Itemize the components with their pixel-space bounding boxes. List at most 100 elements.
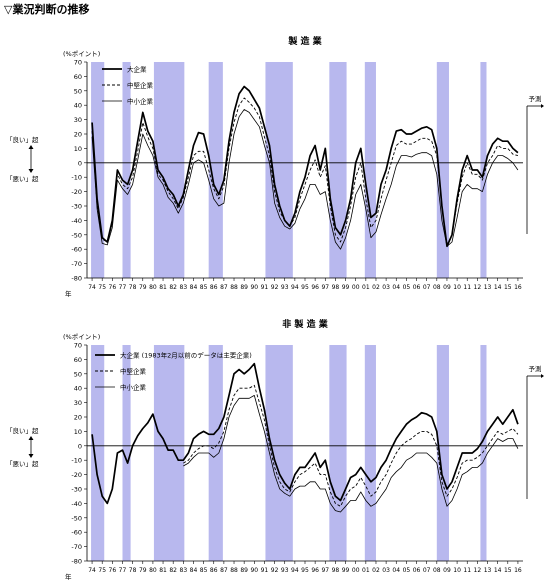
series-line-3 [91,109,519,250]
x-tick-label: 03 [382,567,390,574]
x-tick-label: 07 [423,567,431,574]
y-tick-label: 0 [78,442,82,450]
x-tick-label: 08 [433,284,441,291]
x-tick-label: 10 [453,284,461,291]
x-tick-label: 77 [119,567,127,574]
forecast-arrow-icon [541,104,544,108]
y-tick-label: 40 [74,102,82,110]
x-tick-label: 82 [169,567,177,574]
x-tick-label: 76 [109,284,117,291]
x-tick-label: 80 [149,284,157,291]
y-tick-label: 70 [74,59,82,67]
recession-band [364,62,376,278]
recession-band [208,345,223,561]
x-tick-label: 95 [301,567,309,574]
recession-band [265,345,293,561]
legend-label: 中堅企業 [120,367,147,376]
x-tick-label: 97 [321,567,329,574]
x-tick-label: 94 [291,567,299,574]
x-tick-label: 00 [352,567,360,574]
x-tick-label: 05 [403,567,411,574]
x-tick-label: 77 [119,284,127,291]
x-tick-label: 15 [504,567,512,574]
x-tick-label: 92 [271,284,279,291]
x-tick-label: 07 [423,284,431,291]
non-manufacturing-chart: 70 60 50 40 30 20 10 0 -10 -20 -30 -40 -50 -60 -70 -80 7… [6,318,544,581]
y-tick-label: 30 [74,116,82,124]
y-tick-label: -80 [71,275,82,283]
x-tick-label: 13 [484,284,492,291]
x-tick-label: 85 [200,567,208,574]
x-tick-label: 86 [210,567,218,574]
side-label-good: 「良い」超 [6,426,39,435]
x-unit-label: 年 [65,572,72,581]
x-tick-label: 09 [443,567,451,574]
series-line-2 [183,384,519,507]
x-tick-label: 98 [332,284,340,291]
x-tick-label: 81 [159,567,167,574]
recession-band [208,62,223,278]
recession-band [91,62,105,278]
y-axis-unit: (%ポイント) [63,333,100,341]
y-tick-label: -70 [71,543,82,551]
x-tick-label: 14 [494,284,502,291]
arrow-up-icon [28,436,34,440]
x-tick-label: 90 [250,567,258,574]
y-tick-label: -20 [71,188,82,196]
recession-band [122,345,131,561]
recession-band [91,345,105,561]
x-tick-label: 06 [413,284,421,291]
y-tick-label: -40 [71,217,82,225]
legend-label: 中小企業 [120,383,147,392]
arrow-down-icon [28,169,34,173]
legend-label: 中堅企業 [127,81,154,90]
series-line-1 [91,362,519,505]
x-tick-label: 01 [362,567,370,574]
x-tick-label: 78 [129,284,137,291]
recession-band [436,62,449,278]
x-tick-label: 74 [88,284,96,291]
x-tick-label: 93 [281,284,289,291]
x-tick-label: 85 [200,284,208,291]
x-tick-label: 99 [342,284,350,291]
x-tick-label: 79 [139,284,147,291]
legend-label: 中小企業 [127,97,154,106]
x-tick-label: 74 [88,567,96,574]
x-tick-label: 02 [372,284,380,291]
side-label-bad: 「悪い」超 [6,174,39,183]
y-tick-label: -80 [71,558,82,566]
x-tick-label: 94 [291,284,299,291]
y-tick-label: 40 [74,385,82,393]
y-tick-label: 10 [74,145,82,153]
x-tick-label: 15 [504,284,512,291]
y-tick-label: 20 [74,131,82,139]
x-tick-label: 80 [149,567,157,574]
page-title: ▽業況判断の推移 [4,3,90,16]
y-tick-label: 60 [74,356,82,364]
x-tick-label: 04 [392,567,400,574]
y-tick-label: -60 [71,246,82,254]
y-tick-label: 20 [74,414,82,422]
x-tick-label: 16 [514,284,522,291]
x-tick-label: 84 [190,567,198,574]
forecast-label: 予測 [529,364,542,373]
side-label-good: 「良い」超 [6,135,39,144]
x-tick-label: 00 [352,284,360,291]
x-tick-label: 89 [240,284,248,291]
x-tick-label: 91 [261,284,269,291]
x-tick-label: 01 [362,284,370,291]
x-tick-label: 88 [230,284,238,291]
recession-band [329,345,347,561]
y-tick-label: 70 [74,342,82,350]
y-tick-label: 0 [78,159,82,167]
x-tick-label: 90 [250,284,258,291]
x-tick-label: 84 [190,284,198,291]
arrow-down-icon [28,454,34,458]
x-tick-label: 87 [220,567,228,574]
x-tick-label: 81 [159,284,167,291]
x-tick-label: 05 [403,284,411,291]
x-tick-label: 09 [443,284,451,291]
y-tick-label: -20 [71,471,82,479]
chart-title: 製 造 業 [287,35,322,47]
x-tick-label: 83 [180,284,188,291]
